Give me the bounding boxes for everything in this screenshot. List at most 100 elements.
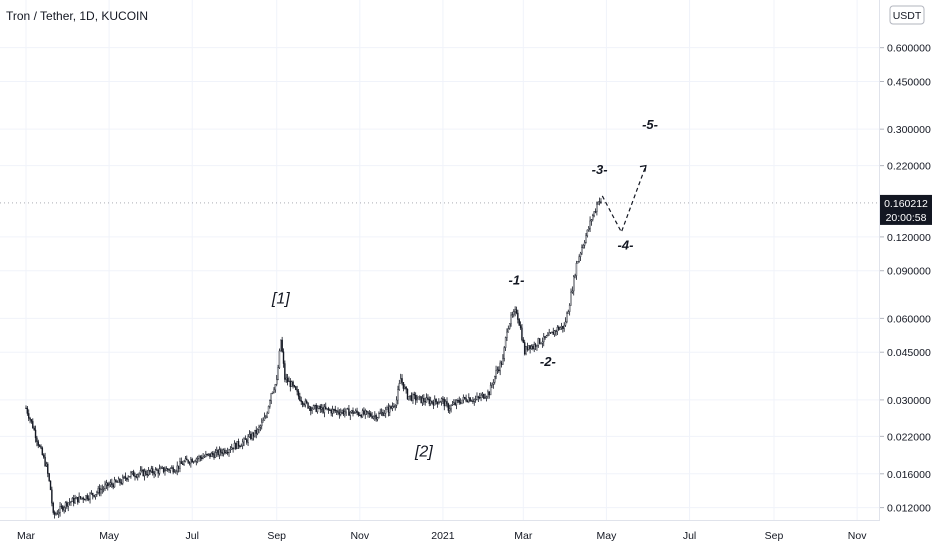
candle-body xyxy=(375,415,377,420)
candle-body xyxy=(552,331,554,335)
candle-body xyxy=(436,401,439,405)
candle-body xyxy=(153,472,155,475)
price-axis[interactable]: 0.012000 0.016000 0.022000 0.030000 0.045000… xyxy=(880,43,931,515)
candle-body xyxy=(147,470,150,476)
candle-body xyxy=(187,459,189,463)
wave-label[interactable]: -2- xyxy=(540,354,556,369)
candle-body xyxy=(310,406,312,411)
candle-body xyxy=(405,386,407,390)
candle-body xyxy=(55,513,57,515)
candle-body xyxy=(290,381,293,387)
candle-body xyxy=(575,263,578,276)
candle-body xyxy=(276,379,278,385)
wave-label[interactable]: -4- xyxy=(618,237,634,252)
candle-body xyxy=(588,227,590,231)
candle-body xyxy=(206,453,208,456)
candle-body xyxy=(211,453,214,455)
candle-body xyxy=(567,311,569,314)
candle-body xyxy=(130,472,132,477)
wave-label[interactable]: -3- xyxy=(592,162,608,177)
candle-body xyxy=(281,339,283,352)
candle-body xyxy=(77,497,79,503)
candle-body xyxy=(417,396,420,400)
candle-body xyxy=(205,453,207,457)
wave-projection-line xyxy=(601,165,647,234)
candle-body xyxy=(123,476,125,478)
candle-body xyxy=(90,492,93,495)
candle-body xyxy=(521,327,523,341)
candle-body xyxy=(49,480,52,491)
time-tick-label: Sep xyxy=(267,530,286,542)
chart-title: Tron / Tether, 1D, KUCOIN xyxy=(6,9,148,23)
candle-body xyxy=(277,367,279,380)
candle-body xyxy=(379,412,381,415)
candle-body xyxy=(485,396,488,398)
candle-body xyxy=(544,336,546,338)
candle-body xyxy=(528,345,530,350)
wave-label[interactable]: -1- xyxy=(509,273,525,288)
candle-body xyxy=(195,458,198,462)
candle-body xyxy=(236,441,238,449)
candle-body xyxy=(181,463,184,465)
candle-body xyxy=(85,495,87,500)
wave-label[interactable]: [1] xyxy=(271,291,290,308)
candle-body xyxy=(229,449,232,451)
time-axis[interactable]: Mar May Jul Sep Nov 2021 Mar May Jul Sep Nov xyxy=(17,530,867,542)
candle-body xyxy=(582,245,584,248)
candle-body xyxy=(541,341,544,344)
candle-body xyxy=(111,482,113,485)
candle-body xyxy=(510,314,512,324)
candle-body xyxy=(116,481,118,483)
candle-body xyxy=(228,449,230,453)
candle-body xyxy=(548,332,550,336)
currency-unit-box[interactable]: USDT xyxy=(889,5,925,25)
candle-body xyxy=(449,408,451,411)
candle-body xyxy=(244,438,247,440)
candle-body xyxy=(308,406,311,409)
candle-body xyxy=(53,512,56,515)
candle-body xyxy=(596,203,598,212)
wave-label[interactable]: -5- xyxy=(642,117,658,132)
candle-body xyxy=(466,400,469,402)
price-tick-label: 0.450000 xyxy=(887,76,931,88)
candle-body xyxy=(241,441,244,447)
candle-body xyxy=(360,414,362,418)
candle-body xyxy=(573,276,575,292)
candle-body xyxy=(93,495,95,497)
candle-body xyxy=(263,416,266,421)
candle-body xyxy=(51,489,53,504)
candle-body xyxy=(583,242,586,246)
candle-body xyxy=(530,345,533,349)
time-tick-label: Sep xyxy=(765,530,784,542)
candle-body xyxy=(81,497,83,499)
candle-body xyxy=(545,335,548,338)
candle-body xyxy=(41,447,44,456)
candle-body xyxy=(333,409,335,411)
candle-body xyxy=(165,468,168,472)
candle-body xyxy=(173,471,176,473)
candle-body xyxy=(137,474,139,478)
candle-body xyxy=(250,434,252,439)
candle-body xyxy=(344,411,346,415)
candle-body xyxy=(68,501,71,504)
candle-body xyxy=(462,397,465,401)
candle-body xyxy=(340,411,342,415)
candle-body xyxy=(320,407,323,410)
candle-body xyxy=(359,414,361,417)
candle-body xyxy=(199,456,202,458)
price-tick-label: 0.030000 xyxy=(887,395,931,407)
candle-body xyxy=(574,275,576,278)
wave-annotations: [1] [2] -1- -2- -3- -4- -5- xyxy=(271,117,658,461)
candle-body xyxy=(176,465,178,472)
candle-body xyxy=(481,393,484,396)
candle-body xyxy=(594,211,597,213)
candle-body xyxy=(598,201,601,203)
candle-body xyxy=(513,311,515,315)
candle-body xyxy=(36,437,38,442)
candle-body xyxy=(451,404,454,406)
wave-label[interactable]: [2] xyxy=(414,444,433,461)
candle-body xyxy=(74,498,76,504)
candle-body xyxy=(139,470,142,474)
candle-body xyxy=(523,342,526,355)
